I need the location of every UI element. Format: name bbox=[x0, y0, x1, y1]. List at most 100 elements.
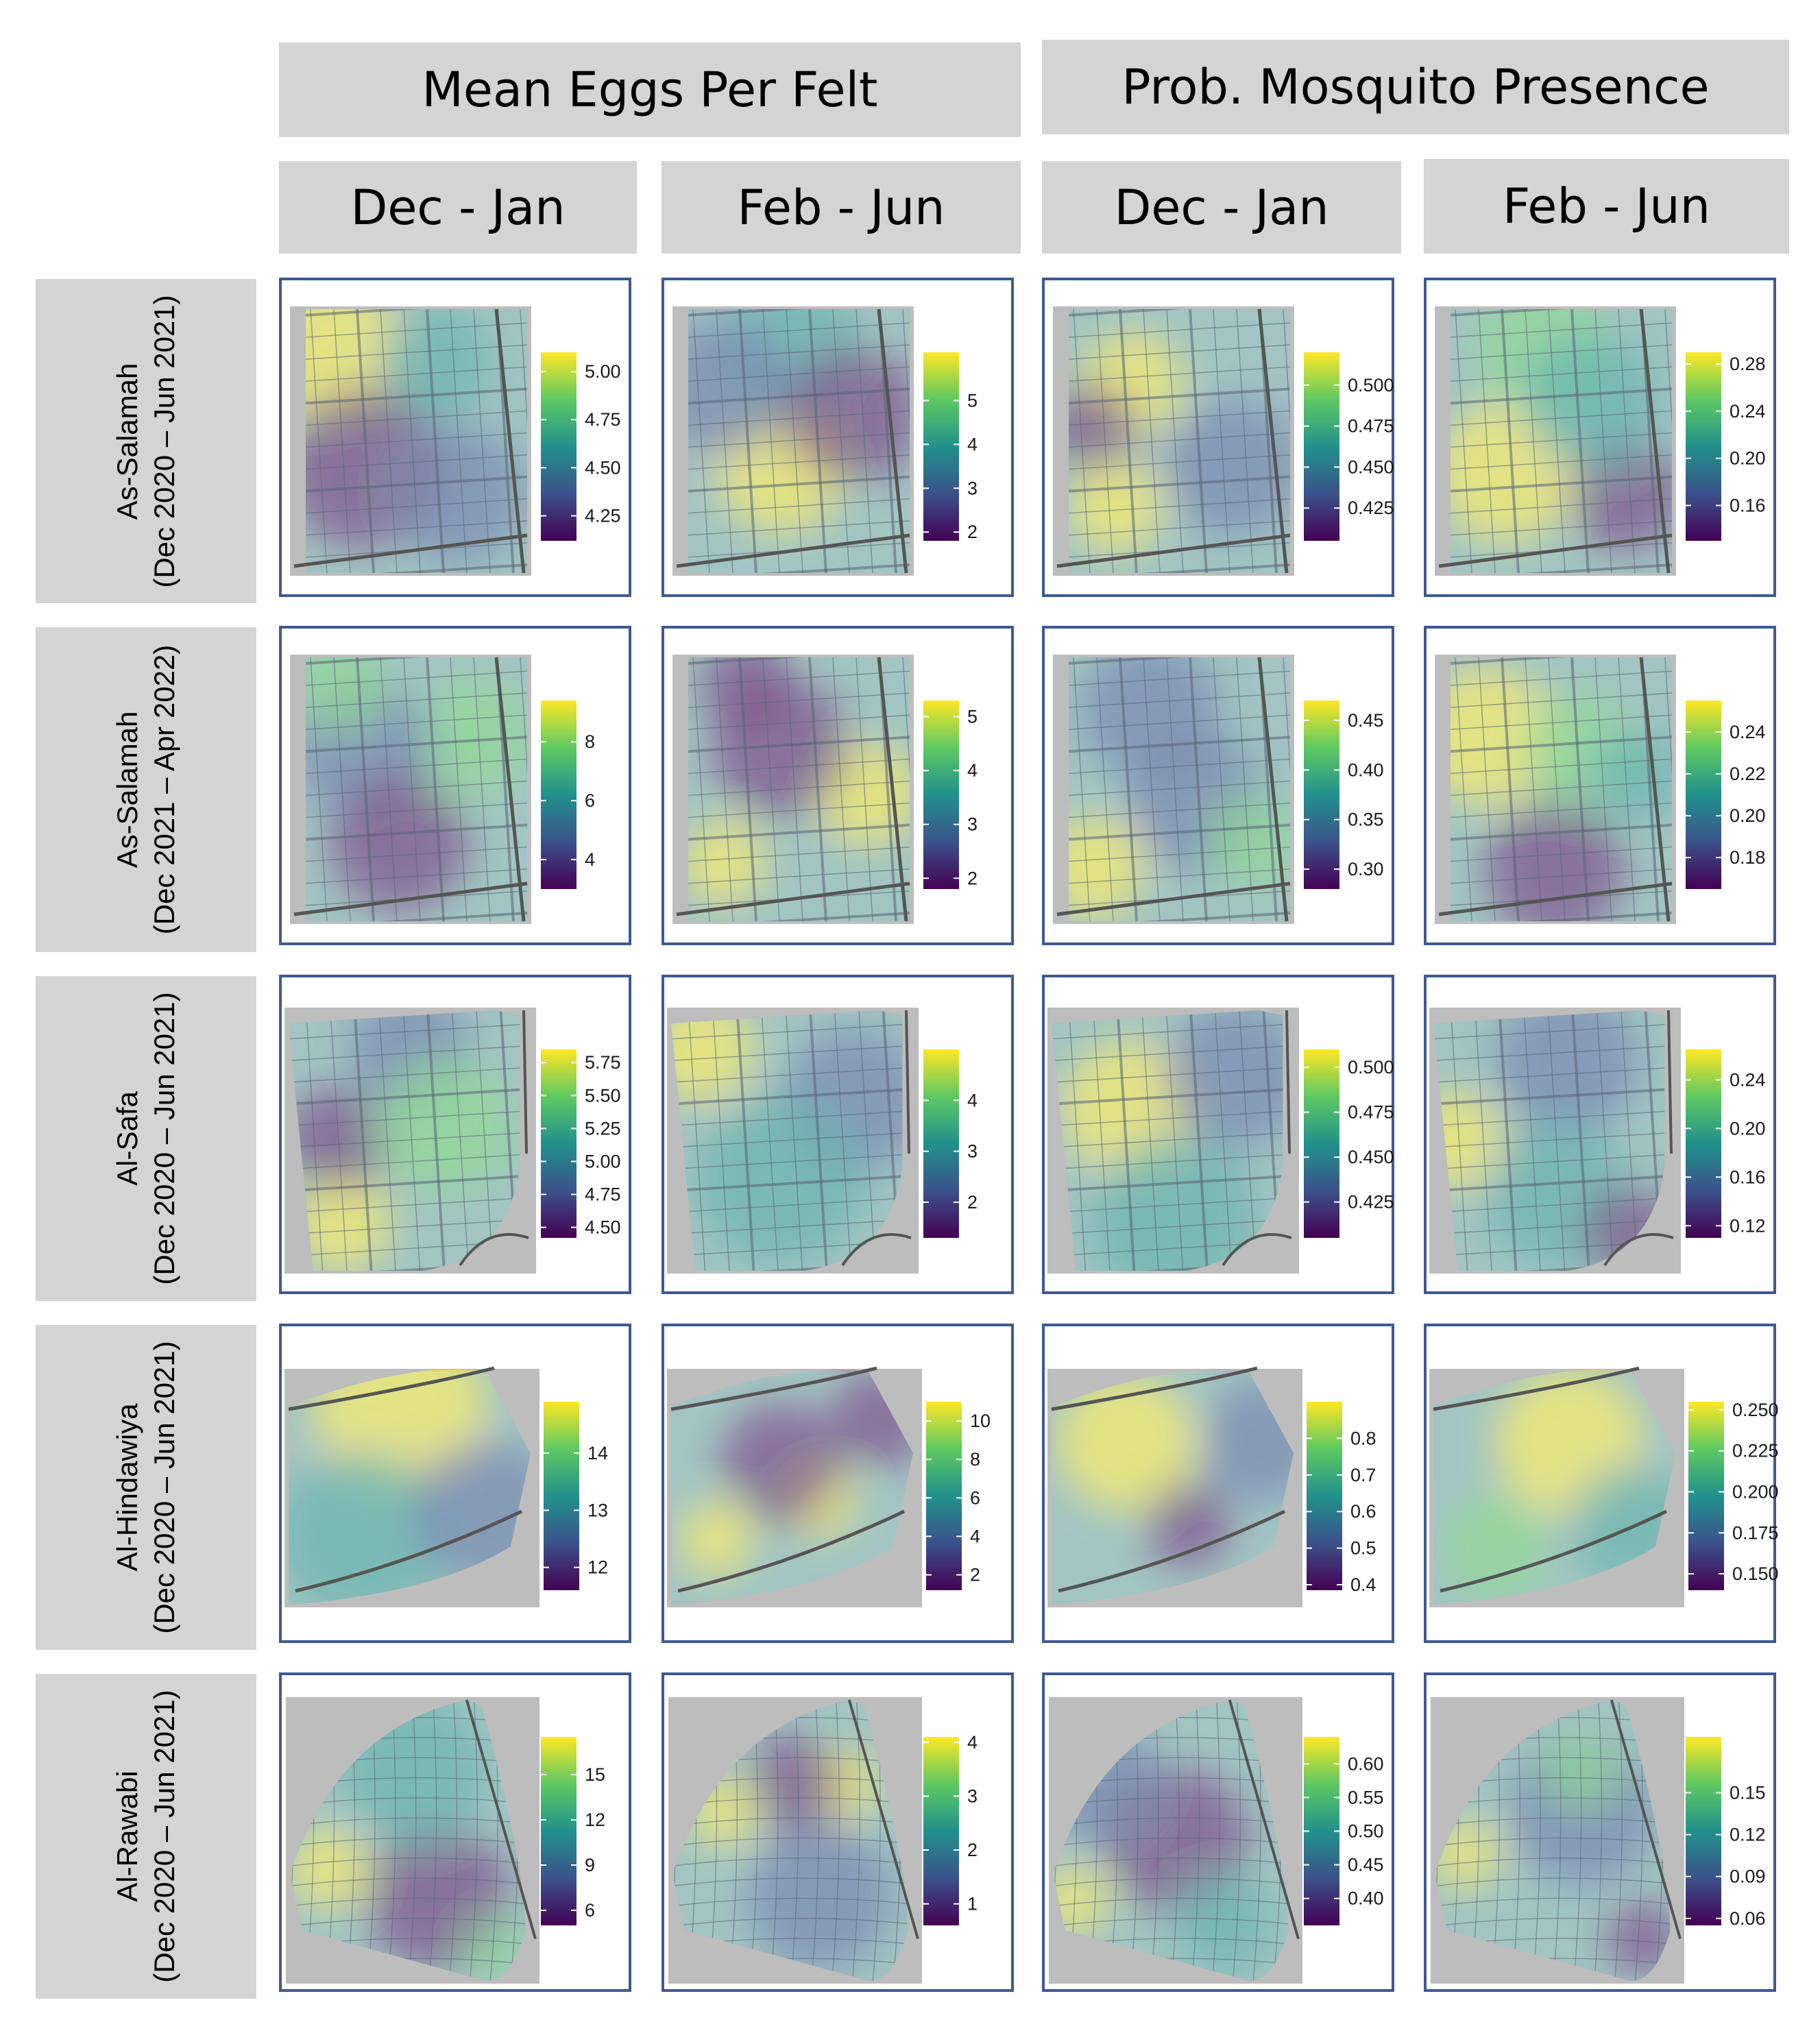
major-roads bbox=[670, 1366, 906, 1593]
colorbar-tick-label: 0.150 bbox=[1732, 1563, 1779, 1584]
heat-blob bbox=[289, 1448, 449, 1605]
major-roads bbox=[676, 308, 910, 574]
colorbar-tick-label: 4.25 bbox=[585, 506, 621, 526]
heatmap-panel: 0.150 0.175 0.200 0.225 0.250 bbox=[1424, 1324, 1779, 1643]
street-lines bbox=[306, 309, 527, 573]
major-roads bbox=[1228, 1699, 1300, 1940]
colorbar-tick-label: 0.12 bbox=[1730, 1215, 1766, 1236]
heatmap-svg: 0.425 0.450 0.475 0.500 bbox=[1047, 1008, 1394, 1274]
major-roads bbox=[1051, 1366, 1286, 1593]
heatmap-svg: 0.150 0.175 0.200 0.225 0.250 bbox=[1429, 1366, 1779, 1607]
colorbar bbox=[541, 1737, 577, 1925]
colorbar-tick-label: 4 bbox=[967, 1732, 978, 1753]
colorbar bbox=[1686, 701, 1721, 889]
heat-surface bbox=[1052, 1372, 1294, 1605]
row-site: Al-Hindawiya bbox=[111, 1403, 143, 1572]
colorbar-tick-label: 0.225 bbox=[1732, 1441, 1779, 1461]
heat-blob bbox=[1069, 381, 1139, 475]
colorbar bbox=[1686, 352, 1721, 541]
colorbar-tick-label: 4 bbox=[585, 849, 595, 870]
colorbar-tick-label: 3 bbox=[967, 1141, 978, 1162]
heat-surface bbox=[1451, 657, 1672, 921]
row-period: (Dec 2020 – Jun 2021) bbox=[148, 294, 180, 588]
colorbar-tick-label: 0.22 bbox=[1730, 764, 1766, 784]
street-lines bbox=[1451, 309, 1672, 573]
row-label-3: Al-Safa (Dec 2020 – Jun 2021) bbox=[36, 976, 256, 1301]
heatmap-svg: 2 3 4 5 bbox=[672, 655, 978, 924]
colorbar-tick-label: 0.425 bbox=[1348, 498, 1394, 518]
heat-blob bbox=[1451, 666, 1555, 807]
heatmap-svg: 0.16 0.20 0.24 0.28 bbox=[1435, 306, 1766, 576]
major-roads bbox=[841, 1010, 912, 1267]
row-label-2: As-Salamah (Dec 2021 – Apr 2022) bbox=[36, 627, 256, 952]
heatmap-svg: 4.25 4.50 4.75 5.00 bbox=[290, 306, 621, 576]
colorbar-tick-label: 0.475 bbox=[1348, 416, 1394, 437]
colorbar-tick-label: 4.75 bbox=[585, 1184, 621, 1205]
colorbar-tick-label: 5.25 bbox=[585, 1118, 621, 1139]
colorbar-tick-label: 5.75 bbox=[585, 1052, 621, 1073]
colorbar bbox=[1304, 352, 1339, 541]
heatmap-svg: 2 3 4 5 bbox=[672, 306, 978, 576]
heat-surface bbox=[1451, 309, 1672, 573]
colorbar-tick-label: 0.175 bbox=[1732, 1522, 1779, 1543]
colorbar-tick-label: 0.45 bbox=[1348, 710, 1384, 731]
heatmap-panel: 0.425 0.450 0.475 0.500 bbox=[1042, 278, 1394, 597]
heatmap-panel: 0.06 0.09 0.12 0.15 bbox=[1424, 1672, 1776, 1992]
colorbar-tick-label: 0.4 bbox=[1350, 1574, 1376, 1595]
colorbar-tick-label: 0.425 bbox=[1348, 1192, 1394, 1213]
header-prob-presence: Prob. Mosquito Presence bbox=[1042, 40, 1789, 134]
colorbar bbox=[541, 1049, 577, 1238]
heatmap-panel: 0.4 0.5 0.6 0.7 0.8 bbox=[1042, 1324, 1394, 1643]
heatmap-panel: 2 3 4 bbox=[662, 975, 1014, 1294]
colorbar-tick-label: 0.45 bbox=[1348, 1855, 1384, 1875]
colorbar-tick-label: 8 bbox=[970, 1449, 980, 1470]
colorbar-tick-label: 0.16 bbox=[1730, 1167, 1766, 1187]
heat-blob bbox=[688, 821, 766, 905]
colorbar-tick-label: 4.50 bbox=[585, 457, 621, 478]
colorbar-tick-label: 4.50 bbox=[585, 1217, 621, 1238]
major-roads bbox=[847, 1699, 919, 1940]
heat-blob bbox=[678, 1502, 753, 1577]
heat-blob bbox=[1508, 1738, 1656, 1886]
heatmap-panel: 2 3 4 5 bbox=[662, 626, 1014, 945]
colorbar-tick-label: 13 bbox=[587, 1500, 608, 1520]
heat-blob bbox=[1433, 1092, 1502, 1189]
subheader-period-4: Feb - Jun bbox=[1424, 159, 1789, 254]
colorbar-tick-label: 3 bbox=[967, 1786, 978, 1806]
heatmap-panel: 2 3 4 5 bbox=[662, 278, 1014, 597]
colorbar bbox=[1304, 1049, 1339, 1238]
heatmap-svg: 0.30 0.35 0.40 0.45 bbox=[1053, 655, 1384, 924]
heat-blob bbox=[688, 318, 793, 459]
colorbar bbox=[926, 1402, 962, 1590]
colorbar bbox=[1688, 1402, 1724, 1590]
colorbar-tick-label: 2 bbox=[970, 1565, 980, 1585]
colorbar-tick-label: 0.55 bbox=[1348, 1787, 1384, 1807]
major-roads bbox=[288, 1366, 523, 1593]
colorbar-tick-label: 3 bbox=[967, 478, 978, 498]
heat-blob bbox=[1088, 1133, 1259, 1271]
colorbar bbox=[1304, 1737, 1339, 1925]
heatmap-panel: 0.425 0.450 0.475 0.500 bbox=[1042, 975, 1394, 1294]
major-roads bbox=[293, 657, 528, 922]
colorbar-tick-label: 0.60 bbox=[1348, 1753, 1384, 1774]
heatmap-panel: 6 9 12 15 bbox=[279, 1672, 631, 1992]
colorbar-tick-label: 0.50 bbox=[1348, 1821, 1384, 1842]
major-roads bbox=[1610, 1699, 1682, 1940]
heatmap-svg: 0.06 0.09 0.12 0.15 bbox=[1431, 1697, 1766, 1984]
colorbar-tick-label: 0.40 bbox=[1348, 759, 1384, 780]
heat-blob bbox=[1209, 795, 1290, 889]
colorbar-tick-label: 0.24 bbox=[1730, 722, 1766, 742]
heat-blob bbox=[1590, 729, 1672, 823]
heatmap-panel: 4 6 8 bbox=[279, 626, 631, 945]
colorbar-tick-label: 4 bbox=[967, 1090, 978, 1110]
heatmap-panel: 0.12 0.16 0.20 0.24 bbox=[1424, 975, 1776, 1294]
colorbar-tick-label: 3 bbox=[967, 814, 978, 835]
colorbar-tick-label: 6 bbox=[585, 1900, 595, 1921]
row-period: (Dec 2021 – Apr 2022) bbox=[148, 644, 180, 935]
colorbar-tick-label: 10 bbox=[970, 1411, 991, 1431]
colorbar-tick-label: 0.09 bbox=[1730, 1866, 1766, 1887]
heatmap-svg: 4 6 8 bbox=[290, 655, 595, 924]
colorbar-tick-label: 0.250 bbox=[1732, 1400, 1779, 1420]
subheader-period-1: Dec - Jan bbox=[279, 161, 637, 254]
colorbar-tick-label: 0.20 bbox=[1730, 448, 1766, 469]
